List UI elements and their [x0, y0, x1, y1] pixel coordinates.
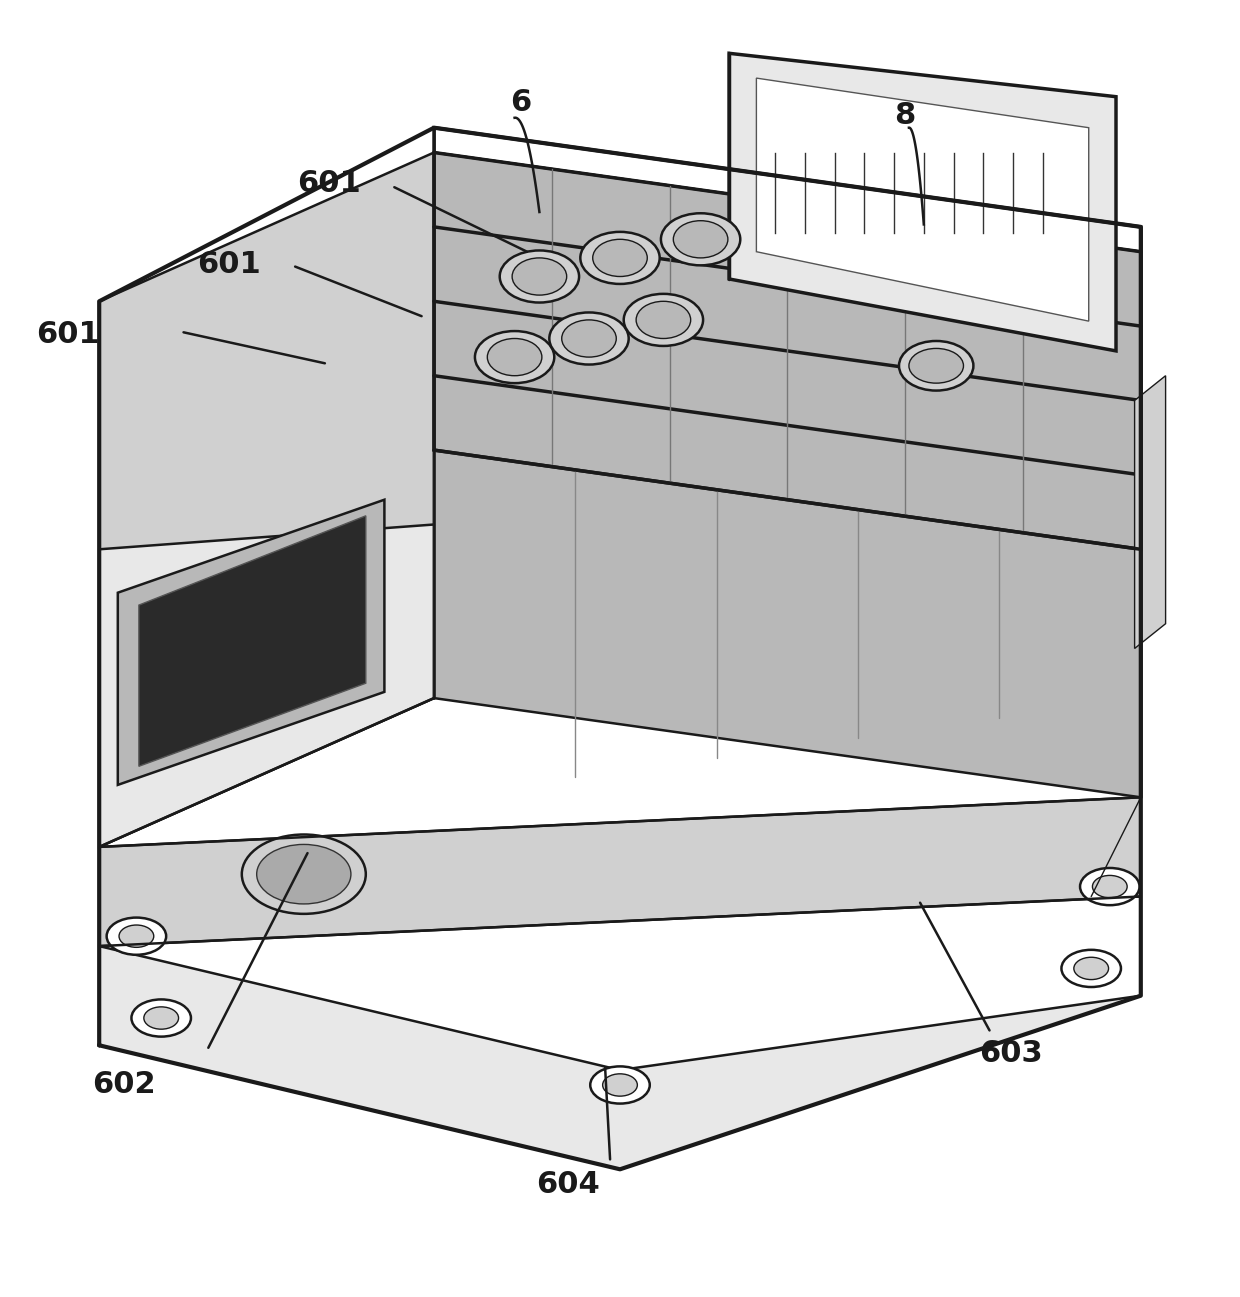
- Ellipse shape: [603, 1074, 637, 1096]
- Polygon shape: [139, 516, 366, 767]
- Polygon shape: [1135, 376, 1166, 648]
- Ellipse shape: [593, 240, 647, 276]
- Text: 604: 604: [536, 1170, 600, 1198]
- Ellipse shape: [1080, 868, 1140, 905]
- Ellipse shape: [144, 1006, 179, 1030]
- Ellipse shape: [590, 1066, 650, 1104]
- Text: 8: 8: [894, 101, 916, 130]
- Ellipse shape: [636, 301, 691, 339]
- Ellipse shape: [1074, 957, 1109, 979]
- Ellipse shape: [500, 250, 579, 302]
- Text: 602: 602: [92, 1070, 156, 1100]
- Ellipse shape: [673, 220, 728, 258]
- Ellipse shape: [119, 925, 154, 947]
- Ellipse shape: [909, 349, 963, 383]
- Ellipse shape: [562, 320, 616, 357]
- Ellipse shape: [661, 213, 740, 266]
- Ellipse shape: [549, 313, 629, 364]
- Ellipse shape: [257, 844, 351, 904]
- Polygon shape: [756, 78, 1089, 322]
- Ellipse shape: [1061, 949, 1121, 987]
- Polygon shape: [99, 946, 1141, 1170]
- Ellipse shape: [242, 834, 366, 914]
- Polygon shape: [118, 499, 384, 785]
- Polygon shape: [99, 153, 434, 847]
- Ellipse shape: [580, 232, 660, 284]
- Ellipse shape: [475, 331, 554, 383]
- Text: 601: 601: [36, 320, 100, 349]
- Polygon shape: [434, 153, 1141, 798]
- Text: 601: 601: [197, 249, 262, 279]
- Ellipse shape: [899, 341, 973, 390]
- Ellipse shape: [107, 917, 166, 955]
- Polygon shape: [99, 798, 1141, 946]
- Ellipse shape: [131, 1000, 191, 1036]
- Text: 601: 601: [296, 169, 361, 198]
- Ellipse shape: [512, 258, 567, 296]
- Text: 6: 6: [510, 88, 532, 118]
- Polygon shape: [99, 524, 434, 847]
- Polygon shape: [434, 153, 1141, 550]
- Text: 603: 603: [978, 1039, 1043, 1069]
- Ellipse shape: [487, 339, 542, 376]
- Ellipse shape: [1092, 875, 1127, 898]
- Ellipse shape: [624, 294, 703, 346]
- Polygon shape: [729, 53, 1116, 351]
